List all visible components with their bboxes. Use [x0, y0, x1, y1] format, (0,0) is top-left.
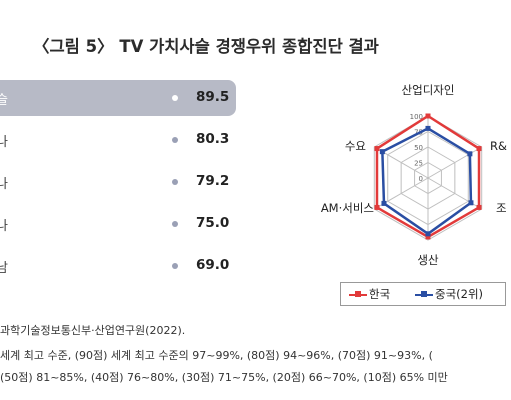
grid-spoke [427, 146, 482, 179]
radar-tick-label: 0 [419, 175, 423, 183]
legend-swatch-china [415, 290, 433, 297]
radar-axis-label: 조 [496, 201, 507, 215]
radar-axis-label: 수요 [345, 139, 366, 153]
bar-dot [172, 263, 178, 269]
radar-axis-label: R& [490, 139, 507, 153]
legend-item-korea: 한국 [349, 286, 390, 302]
radar-tick-label: 50 [414, 144, 423, 152]
radar-axis-label: 산업디자인 [402, 83, 455, 97]
bar-row: 슬 89.5 [0, 80, 236, 116]
bar-dot [172, 95, 178, 101]
note-line-1: 세계 최고 수준, (90점) 세계 최고 수준의 97~99%, (80점) … [0, 349, 433, 362]
series-point [374, 146, 380, 152]
bar-panel: 슬 89.5 나 80.3 나 79.2 나 75.0 남 69.0 [0, 80, 240, 295]
bar-value: 75.0 [196, 215, 230, 231]
bar-row: 남 69.0 [0, 248, 236, 284]
series-point [468, 200, 474, 206]
page-title: 〈그림 5〉 TV 가치사슬 경쟁우위 종합진단 결과 [33, 37, 379, 56]
legend-swatch-korea [349, 290, 367, 297]
bar-label: 나 [0, 219, 8, 234]
bar-value: 89.5 [196, 89, 230, 105]
series-point [476, 146, 482, 152]
note-line-2: (50점) 81~85%, (40점) 76~80%, (30점) 71~75%… [0, 371, 448, 384]
radar-axis-label: 생산 [417, 253, 439, 267]
series-point [425, 113, 431, 119]
bar-row: 나 80.3 [0, 122, 236, 158]
series-point [425, 125, 431, 131]
bar-value: 69.0 [196, 257, 230, 273]
bar-dot [172, 179, 178, 185]
series-point [381, 200, 387, 206]
radar-tick-label: 100 [410, 113, 423, 121]
bar-value: 80.3 [196, 131, 230, 147]
bar-label: 남 [0, 261, 8, 276]
bar-dot [172, 221, 178, 227]
chart-legend: 한국 중국(2위) [340, 282, 506, 306]
bar-label: 슬 [0, 93, 8, 108]
legend-label-china: 중국(2위) [435, 287, 484, 301]
bar-dot [172, 137, 178, 143]
bar-label: 나 [0, 177, 8, 192]
bar-row: 나 75.0 [0, 206, 236, 242]
radar-axis-label: AM·서비스 [321, 201, 374, 215]
series-point [476, 204, 482, 210]
series-point [379, 149, 385, 155]
legend-item-china: 중국(2위) [415, 286, 483, 302]
series-point [425, 231, 431, 237]
bar-label: 나 [0, 135, 8, 150]
source-note: 과학기술정보통신부·산업연구원(2022). [0, 324, 186, 337]
series-point [425, 234, 431, 240]
series-point [374, 204, 380, 210]
series-point [467, 151, 473, 157]
bar-value: 79.2 [196, 173, 230, 189]
legend-label-korea: 한국 [369, 287, 391, 301]
bar-row: 나 79.2 [0, 164, 236, 200]
radar-tick-label: 25 [414, 160, 423, 168]
